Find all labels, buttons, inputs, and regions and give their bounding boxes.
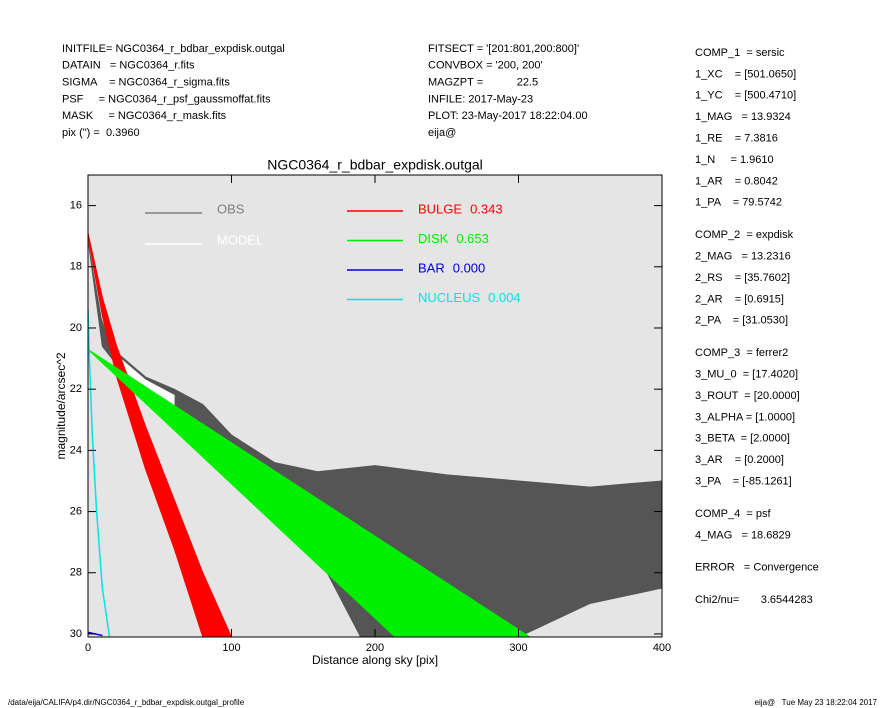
header-middle-line: FITSECT = '[201:801,200:800]' (428, 43, 579, 55)
parameter-line: 3_MU_0 = [17.4020] (695, 369, 798, 381)
parameter-line: 1_N = 1.9610 (695, 154, 774, 166)
header-left-line: DATAIN = NGC0364_r.fits (62, 60, 195, 72)
plot (88, 233, 662, 637)
x-tick-label: 400 (653, 642, 671, 654)
parameter-line: 3_ALPHA = [1.0000] (695, 411, 795, 423)
header-middle-line: PLOT: 23-May-2017 18:22:04.00 (428, 110, 588, 122)
y-tick-label: 28 (70, 567, 82, 579)
y-tick-label: 26 (70, 505, 82, 517)
header-left-line: pix (") = 0.3960 (62, 127, 140, 139)
header-left-line: SIGMA = NGC0364_r_sigma.fits (62, 77, 230, 89)
y-tick-label: 20 (70, 322, 82, 334)
parameter-line: 1_MAG = 13.9324 (695, 111, 791, 123)
parameter-line: 3_BETA = [2.0000] (695, 433, 790, 445)
profile-band (88, 233, 233, 637)
parameter-line: 1_RE = 7.3816 (695, 133, 778, 145)
axes: 0 100 200 300 400 16 18 20 22 24 26 28 30 (70, 175, 671, 654)
legend-label: BAR (418, 260, 445, 275)
legend-fraction: 0.343 (470, 201, 503, 216)
legend-fraction: 0.653 (456, 231, 489, 246)
header-left-line: MASK = NGC0364_r_mask.fits (62, 110, 227, 122)
legend-fraction: 0.004 (488, 290, 521, 305)
parameter-line: 4_MAG = 18.6829 (695, 529, 791, 541)
x-axis-label: Distance along sky [pix] (312, 653, 438, 667)
header-left-line: PSF = NGC0364_r_psf_gaussmoffat.fits (62, 93, 271, 105)
legend-label: MODEL (217, 232, 263, 247)
y-tick-label: 16 (70, 200, 82, 212)
y-tick-label: 22 (70, 383, 82, 395)
x-tick-label: 200 (366, 642, 384, 654)
legend-label: OBS (217, 201, 245, 216)
parameter-line: Chi2/nu= 3.6544283 (695, 594, 813, 606)
parameter-line: 3_AR = [0.2000] (695, 454, 784, 466)
header-middle-line: MAGZPT = 22.5 (428, 77, 538, 89)
y-axis-label: magnitude/arcsec^2 (54, 352, 68, 459)
y-tick-label: 18 (70, 261, 82, 273)
legend-fraction: 0.000 (453, 260, 486, 275)
legend-label: NUCLEUS (418, 290, 480, 305)
header-middle-line: eija@ (428, 127, 456, 139)
parameter-line: ERROR = Convergence (695, 562, 819, 574)
parameter-line: COMP_2 = expdisk (695, 229, 794, 241)
legend-label: DISK (418, 231, 449, 246)
parameter-line: 1_PA = 79.5742 (695, 197, 782, 209)
parameter-line: 2_MAG = 13.2316 (695, 251, 791, 263)
header-middle-line: INFILE: 2017-May-23 (428, 93, 533, 105)
parameter-line: 3_ROUT = [20.0000] (695, 390, 800, 402)
x-tick-label: 0 (85, 642, 91, 654)
y-tick-label: 30 (70, 628, 82, 640)
parameter-line: COMP_4 = psf (695, 508, 771, 520)
parameter-line: 1_YC = [500.4710] (695, 90, 796, 102)
parameter-line: 2_PA = [31.0530] (695, 315, 788, 327)
parameter-line: 1_XC = [501.0650] (695, 68, 796, 80)
x-tick-label: 100 (222, 642, 240, 654)
parameter-line: 1_AR = 0.8042 (695, 175, 778, 187)
header-middle-line: CONVBOX = '200, 200' (428, 60, 543, 72)
profile-band (88, 348, 531, 637)
x-tick-label: 300 (509, 642, 527, 654)
y-tick-label: 24 (70, 444, 82, 456)
legend-label: BULGE (418, 201, 462, 216)
header-left-line: INITFILE= NGC0364_r_bdbar_expdisk.outgal (62, 43, 285, 55)
footer-left: /data/eija/CALIFA/p4.dir/NGC0364_r_bdbar… (8, 698, 245, 707)
parameter-line: 2_RS = [35.7602] (695, 272, 790, 284)
chart-title: NGC0364_r_bdbar_expdisk.outgal (267, 157, 483, 173)
parameter-line: COMP_1 = sersic (695, 47, 785, 59)
parameter-line: COMP_3 = ferrer2 (695, 347, 788, 359)
footer-right: eija@ Tue May 23 18:22:04 2017 (755, 698, 878, 707)
parameter-line: 3_PA = [-85.1261] (695, 476, 792, 488)
header: INITFILE= NGC0364_r_bdbar_expdisk.outgal… (62, 43, 819, 606)
parameter-line: 2_AR = [0.6915] (695, 293, 784, 305)
profile-line (88, 309, 111, 637)
